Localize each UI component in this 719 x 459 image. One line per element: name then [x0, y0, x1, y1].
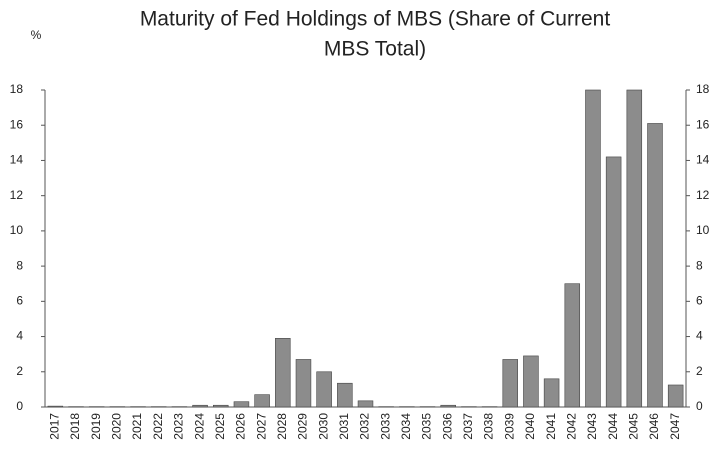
- x-tick-label: 2033: [378, 413, 392, 440]
- x-tick-label: 2043: [585, 413, 599, 440]
- bar: [316, 371, 332, 408]
- y2-tick-label: 6: [696, 294, 703, 308]
- y2-tick-label: 14: [696, 153, 710, 167]
- bar: [192, 404, 208, 408]
- x-tick-label: 2032: [358, 413, 372, 440]
- x-tick-label: 2035: [420, 413, 434, 440]
- x-tick-label: 2030: [316, 413, 330, 440]
- y-axis-label: %: [31, 28, 42, 42]
- y2-tick-label: 10: [696, 223, 710, 237]
- bar: [357, 400, 374, 408]
- y2-tick-label: 16: [696, 117, 710, 131]
- x-tick-label: 2023: [172, 413, 186, 440]
- y-tick-label: 8: [16, 258, 23, 272]
- y-tick-label: 2: [16, 364, 23, 378]
- bar: [440, 404, 456, 408]
- bar: [585, 89, 601, 408]
- x-tick-label: 2047: [668, 413, 682, 440]
- chart-title: Maturity of Fed Holdings of MBS (Share o…: [140, 8, 611, 31]
- bar: [605, 156, 622, 408]
- x-tick-label: 2036: [440, 413, 454, 440]
- chart-subtitle: MBS Total): [324, 38, 426, 61]
- y-tick-label: 14: [10, 153, 24, 167]
- y2-tick-label: 4: [696, 329, 703, 343]
- x-tick-label: 2028: [275, 413, 289, 440]
- x-tick-label: 2027: [254, 413, 268, 440]
- x-tick-label: 2017: [48, 413, 62, 440]
- x-tick-label: 2038: [482, 413, 496, 440]
- x-tick-label: 2045: [626, 413, 640, 440]
- y2-tick-label: 0: [696, 399, 703, 413]
- bar: [647, 123, 663, 408]
- y2-tick-label: 8: [696, 258, 703, 272]
- bar: [667, 384, 684, 408]
- bar: [47, 405, 64, 408]
- x-tick-label: 2046: [647, 413, 661, 440]
- y-tick-label: 4: [16, 329, 23, 343]
- bar: [523, 355, 539, 408]
- x-tick-label: 2031: [337, 413, 351, 440]
- y-tick-label: 18: [10, 82, 24, 96]
- bar: [213, 404, 229, 408]
- bar: [233, 401, 250, 408]
- x-tick-label: 2019: [89, 413, 103, 440]
- x-tick-label: 2040: [523, 413, 537, 440]
- bar: [254, 394, 270, 408]
- y-tick-label: 16: [10, 117, 24, 131]
- x-tick-label: 2025: [213, 413, 227, 440]
- bar: [564, 283, 581, 408]
- x-tick-label: 2029: [296, 413, 310, 440]
- bar: [275, 338, 291, 408]
- bar: [626, 89, 643, 408]
- x-tick-label: 2026: [234, 413, 248, 440]
- y2-tick-label: 2: [696, 364, 703, 378]
- bar: [295, 359, 312, 408]
- x-tick-label: 2020: [110, 413, 124, 440]
- x-tick-label: 2037: [461, 413, 475, 440]
- y-tick-label: 12: [10, 188, 24, 202]
- x-tick-label: 2044: [606, 413, 620, 440]
- x-tick-label: 2041: [544, 413, 558, 440]
- y-tick-label: 0: [16, 399, 23, 413]
- y-tick-label: 6: [16, 294, 23, 308]
- bar: [337, 382, 353, 408]
- bar: [543, 378, 560, 408]
- x-tick-label: 2039: [502, 413, 516, 440]
- x-tick-label: 2021: [130, 413, 144, 440]
- x-tick-label: 2022: [151, 413, 165, 440]
- x-tick-label: 2018: [68, 413, 82, 440]
- y2-tick-label: 12: [696, 188, 710, 202]
- x-tick-label: 2024: [192, 413, 206, 440]
- bar: [502, 359, 518, 408]
- y-tick-label: 10: [10, 223, 24, 237]
- x-tick-label: 2042: [564, 413, 578, 440]
- x-tick-label: 2034: [399, 413, 413, 440]
- y2-tick-label: 18: [696, 82, 710, 96]
